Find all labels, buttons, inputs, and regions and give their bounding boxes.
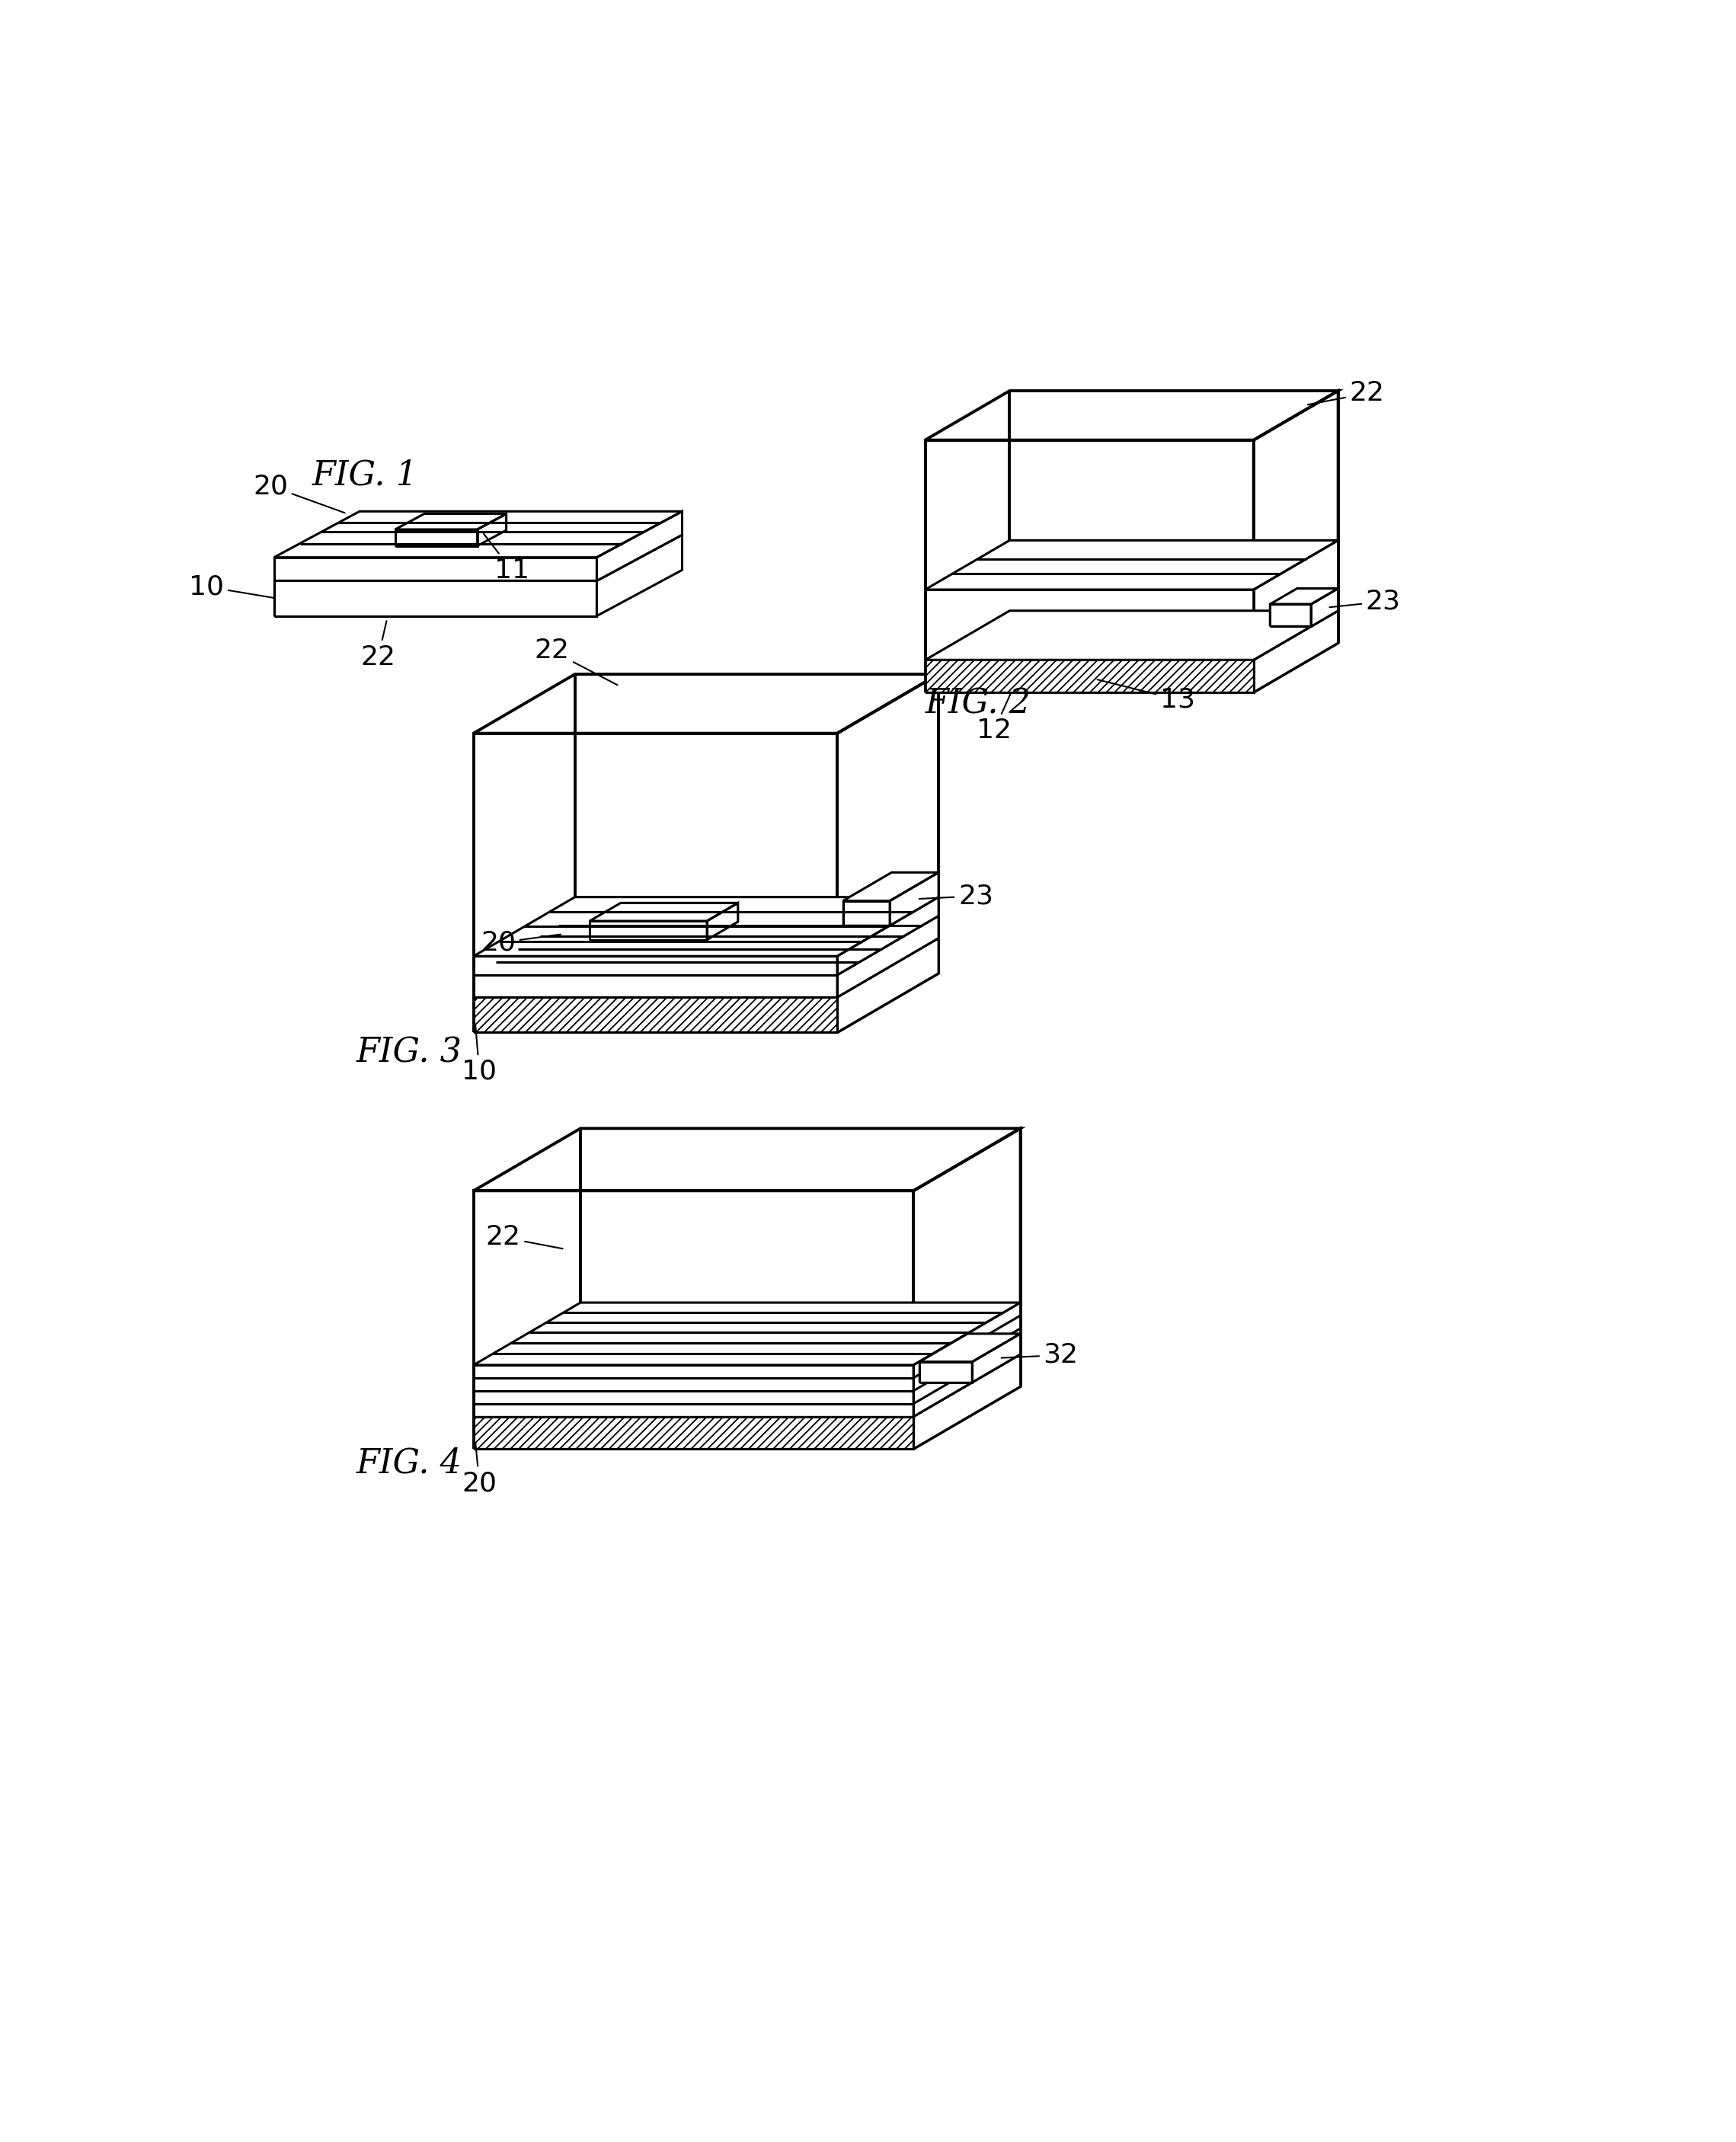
Polygon shape (925, 390, 1338, 439)
Polygon shape (474, 1302, 1021, 1364)
Polygon shape (474, 1191, 913, 1448)
Polygon shape (844, 872, 939, 902)
Polygon shape (1253, 610, 1338, 692)
Text: 32: 32 (1002, 1343, 1078, 1369)
Text: FIG. 4: FIG. 4 (356, 1448, 462, 1480)
Polygon shape (844, 902, 891, 925)
Polygon shape (891, 872, 939, 925)
Polygon shape (837, 917, 939, 998)
Polygon shape (274, 536, 682, 580)
Polygon shape (474, 955, 837, 975)
Polygon shape (1271, 589, 1338, 604)
Text: 12: 12 (976, 694, 1012, 743)
Polygon shape (597, 512, 682, 580)
Text: 10: 10 (462, 1026, 496, 1084)
Polygon shape (474, 1416, 913, 1448)
Polygon shape (274, 580, 597, 617)
Polygon shape (474, 733, 837, 1032)
Polygon shape (1271, 604, 1311, 625)
Polygon shape (920, 1362, 972, 1382)
Polygon shape (837, 938, 939, 1032)
Text: 11: 11 (484, 533, 529, 583)
Polygon shape (474, 1364, 913, 1416)
Polygon shape (913, 1302, 1021, 1416)
Text: 10: 10 (189, 574, 274, 600)
Polygon shape (913, 1354, 1021, 1448)
Polygon shape (597, 536, 682, 617)
Polygon shape (474, 897, 939, 955)
Text: 22: 22 (535, 638, 618, 685)
Polygon shape (837, 675, 939, 1032)
Polygon shape (972, 1334, 1021, 1382)
Text: 22: 22 (361, 621, 396, 670)
Polygon shape (474, 938, 939, 998)
Polygon shape (925, 439, 1253, 692)
Text: FIG. 1: FIG. 1 (312, 458, 418, 493)
Polygon shape (474, 1129, 1021, 1191)
Polygon shape (920, 1334, 1021, 1362)
Text: 23: 23 (1330, 589, 1401, 615)
Text: FIG. 2: FIG. 2 (925, 688, 1031, 720)
Text: 20: 20 (462, 1444, 496, 1495)
Polygon shape (274, 512, 682, 557)
Text: 22: 22 (486, 1225, 562, 1251)
Polygon shape (474, 975, 837, 998)
Text: FIG. 3: FIG. 3 (356, 1037, 462, 1069)
Polygon shape (837, 897, 939, 975)
Polygon shape (274, 557, 597, 580)
Polygon shape (1311, 589, 1338, 625)
Text: 20: 20 (253, 473, 345, 512)
Polygon shape (477, 514, 507, 546)
Polygon shape (590, 921, 707, 940)
Text: 13: 13 (1097, 679, 1194, 713)
Polygon shape (590, 904, 738, 921)
Polygon shape (925, 540, 1338, 589)
Polygon shape (396, 514, 507, 529)
Polygon shape (474, 1354, 1021, 1416)
Polygon shape (474, 675, 939, 733)
Polygon shape (925, 610, 1338, 660)
Polygon shape (925, 660, 1253, 692)
Text: 22: 22 (1307, 381, 1385, 407)
Polygon shape (396, 529, 477, 546)
Polygon shape (1253, 540, 1338, 660)
Polygon shape (474, 998, 837, 1032)
Text: 23: 23 (920, 883, 993, 908)
Polygon shape (1253, 390, 1338, 692)
Polygon shape (707, 904, 738, 940)
Polygon shape (925, 589, 1253, 660)
Polygon shape (474, 917, 939, 975)
Polygon shape (913, 1129, 1021, 1448)
Text: 20: 20 (481, 930, 561, 955)
